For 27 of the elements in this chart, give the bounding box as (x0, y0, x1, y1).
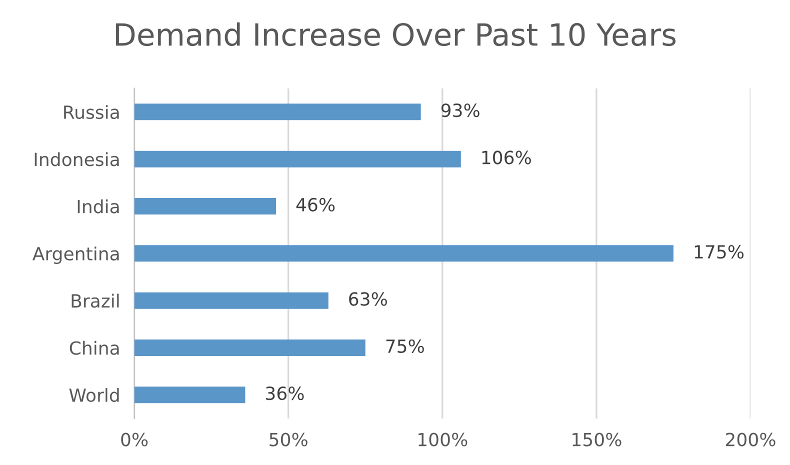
data-label: 75% (386, 339, 424, 353)
data-label: 93% (441, 104, 480, 118)
data-label: 36% (266, 386, 304, 400)
bar (134, 386, 246, 404)
y-tick-label: Brazil (72, 294, 119, 308)
x-tick-label: 150% (572, 432, 622, 446)
data-label: 63% (349, 292, 387, 306)
bar (134, 104, 421, 120)
chart-title: Demand Increase Over Past 10 Years (116, 22, 676, 46)
bar (134, 150, 461, 168)
y-tick-label: India (78, 199, 119, 214)
data-label: 175% (694, 245, 744, 259)
bar (134, 245, 674, 262)
bar (134, 292, 328, 309)
x-tick-label: 200% (726, 432, 776, 446)
y-tick-label: Indonesia (34, 152, 119, 166)
y-tick-label: World (69, 388, 119, 402)
data-label: 106% (482, 150, 531, 164)
y-tick-label: Russia (64, 105, 119, 120)
bar (134, 198, 276, 215)
x-tick-label: 50% (270, 432, 308, 446)
x-tick-label: 100% (418, 432, 468, 446)
x-tick-label: 0% (121, 432, 148, 446)
bar (134, 340, 366, 356)
data-label: 46% (296, 198, 335, 212)
y-tick-label: Argentina (32, 246, 119, 264)
y-tick-label: China (70, 340, 119, 355)
